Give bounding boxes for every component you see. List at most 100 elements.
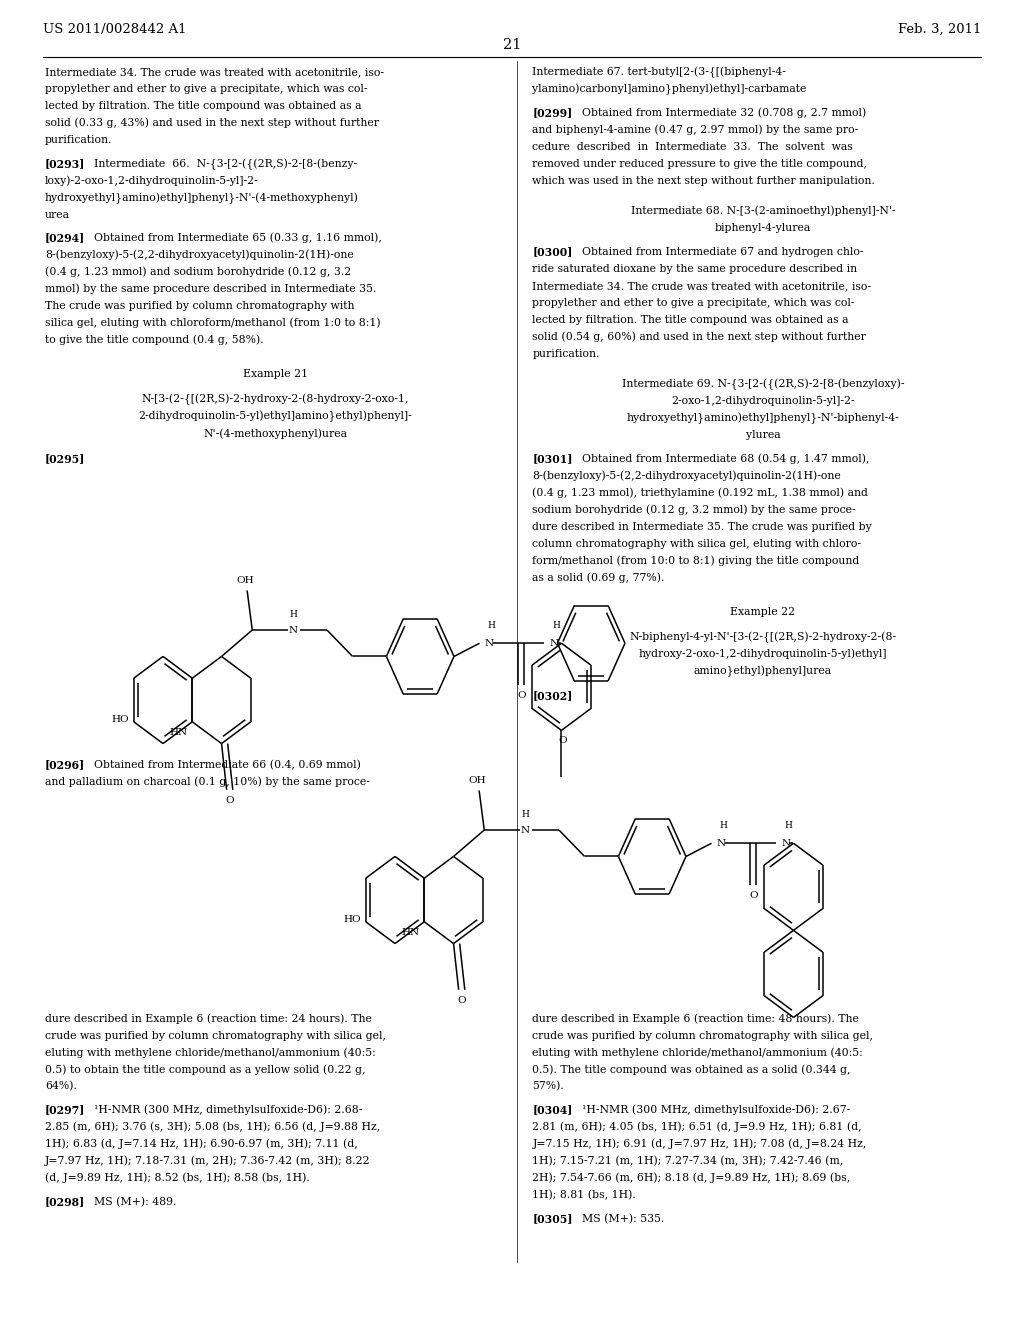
Text: [0298]: [0298]	[45, 1196, 85, 1206]
Text: 1H); 8.81 (bs, 1H).: 1H); 8.81 (bs, 1H).	[532, 1189, 636, 1200]
Text: which was used in the next step without further manipulation.: which was used in the next step without …	[532, 176, 876, 186]
Text: [0294]: [0294]	[45, 232, 85, 243]
Text: Obtained from Intermediate 65 (0.33 g, 1.16 mmol),: Obtained from Intermediate 65 (0.33 g, 1…	[94, 232, 382, 243]
Text: Obtained from Intermediate 66 (0.4, 0.69 mmol): Obtained from Intermediate 66 (0.4, 0.69…	[94, 760, 361, 771]
Text: Feb. 3, 2011: Feb. 3, 2011	[898, 22, 981, 36]
Text: silica gel, eluting with chloroform/methanol (from 1:0 to 8:1): silica gel, eluting with chloroform/meth…	[45, 318, 381, 329]
Text: as a solid (0.69 g, 77%).: as a solid (0.69 g, 77%).	[532, 572, 665, 582]
Text: [0301]: [0301]	[532, 453, 573, 463]
Text: cedure  described  in  Intermediate  33.  The  solvent  was: cedure described in Intermediate 33. The…	[532, 141, 853, 152]
Text: urea: urea	[45, 210, 70, 219]
Text: (d, J=9.89 Hz, 1H); 8.52 (bs, 1H); 8.58 (bs, 1H).: (d, J=9.89 Hz, 1H); 8.52 (bs, 1H); 8.58 …	[45, 1172, 310, 1183]
Text: The crude was purified by column chromatography with: The crude was purified by column chromat…	[45, 301, 354, 312]
Text: ylamino)carbonyl]amino}phenyl)ethyl]-carbamate: ylamino)carbonyl]amino}phenyl)ethyl]-car…	[532, 83, 807, 95]
Text: 0.5) to obtain the title compound as a yellow solid (0.22 g,: 0.5) to obtain the title compound as a y…	[45, 1064, 366, 1074]
Text: amino}ethyl)phenyl]urea: amino}ethyl)phenyl]urea	[694, 665, 831, 677]
Text: 57%).: 57%).	[532, 1081, 564, 1092]
Text: (0.4 g, 1.23 mmol) and sodium borohydride (0.12 g, 3.2: (0.4 g, 1.23 mmol) and sodium borohydrid…	[45, 267, 351, 277]
Text: Obtained from Intermediate 32 (0.708 g, 2.7 mmol): Obtained from Intermediate 32 (0.708 g, …	[582, 107, 866, 117]
Text: N'-(4-methoxyphenyl)urea: N'-(4-methoxyphenyl)urea	[204, 428, 347, 438]
Text: 2.85 (m, 6H); 3.76 (s, 3H); 5.08 (bs, 1H); 6.56 (d, J=9.88 Hz,: 2.85 (m, 6H); 3.76 (s, 3H); 5.08 (bs, 1H…	[45, 1122, 380, 1133]
Text: HN: HN	[169, 729, 187, 738]
Text: Example 21: Example 21	[243, 370, 308, 379]
Text: N-biphenyl-4-yl-N'-[3-(2-{[(2R,S)-2-hydroxy-2-(8-: N-biphenyl-4-yl-N'-[3-(2-{[(2R,S)-2-hydr…	[630, 631, 896, 643]
Text: to give the title compound (0.4 g, 58%).: to give the title compound (0.4 g, 58%).	[45, 335, 264, 346]
Text: HO: HO	[111, 714, 129, 723]
Text: OH: OH	[237, 576, 254, 585]
Text: J=7.15 Hz, 1H); 6.91 (d, J=7.97 Hz, 1H); 7.08 (d, J=8.24 Hz,: J=7.15 Hz, 1H); 6.91 (d, J=7.97 Hz, 1H);…	[532, 1139, 867, 1150]
Text: H: H	[487, 620, 496, 630]
Text: 2.81 (m, 6H); 4.05 (bs, 1H); 6.51 (d, J=9.9 Hz, 1H); 6.81 (d,: 2.81 (m, 6H); 4.05 (bs, 1H); 6.51 (d, J=…	[532, 1122, 862, 1133]
Text: [0295]: [0295]	[45, 453, 85, 463]
Text: 8-(benzyloxy)-5-(2,2-dihydroxyacetyl)quinolin-2(1H)-one: 8-(benzyloxy)-5-(2,2-dihydroxyacetyl)qui…	[45, 249, 354, 260]
Text: lected by filtration. The title compound was obtained as a: lected by filtration. The title compound…	[532, 315, 849, 325]
Text: Intermediate 69. N-{3-[2-({(2R,S)-2-[8-(benzyloxy)-: Intermediate 69. N-{3-[2-({(2R,S)-2-[8-(…	[622, 379, 904, 391]
Text: Intermediate 34. The crude was treated with acetonitrile, iso-: Intermediate 34. The crude was treated w…	[45, 67, 384, 78]
Text: purification.: purification.	[45, 135, 113, 145]
Text: Intermediate  66.  N-{3-[2-({(2R,S)-2-[8-(benzy-: Intermediate 66. N-{3-[2-({(2R,S)-2-[8-(…	[94, 158, 357, 169]
Text: N: N	[484, 639, 494, 648]
Text: 1H); 7.15-7.21 (m, 1H); 7.27-7.34 (m, 3H); 7.42-7.46 (m,: 1H); 7.15-7.21 (m, 1H); 7.27-7.34 (m, 3H…	[532, 1156, 844, 1166]
Text: O: O	[558, 735, 567, 744]
Text: N: N	[549, 639, 558, 648]
Text: lected by filtration. The title compound was obtained as a: lected by filtration. The title compound…	[45, 102, 361, 111]
Text: biphenyl-4-ylurea: biphenyl-4-ylurea	[715, 223, 811, 234]
Text: N-[3-(2-{[(2R,S)-2-hydroxy-2-(8-hydroxy-2-oxo-1,: N-[3-(2-{[(2R,S)-2-hydroxy-2-(8-hydroxy-…	[141, 395, 410, 405]
Text: and biphenyl-4-amine (0.47 g, 2.97 mmol) by the same pro-: and biphenyl-4-amine (0.47 g, 2.97 mmol)…	[532, 124, 859, 135]
Text: 1H); 6.83 (d, J=7.14 Hz, 1H); 6.90-6.97 (m, 3H); 7.11 (d,: 1H); 6.83 (d, J=7.14 Hz, 1H); 6.90-6.97 …	[45, 1139, 357, 1150]
Text: H: H	[784, 821, 793, 830]
Text: [0302]: [0302]	[532, 690, 572, 701]
Text: ride saturated dioxane by the same procedure described in: ride saturated dioxane by the same proce…	[532, 264, 858, 275]
Text: solid (0.54 g, 60%) and used in the next step without further: solid (0.54 g, 60%) and used in the next…	[532, 331, 866, 342]
Text: hydroxy-2-oxo-1,2-dihydroquinolin-5-yl)ethyl]: hydroxy-2-oxo-1,2-dihydroquinolin-5-yl)e…	[639, 648, 887, 659]
Text: J=7.97 Hz, 1H); 7.18-7.31 (m, 2H); 7.36-7.42 (m, 3H); 8.22: J=7.97 Hz, 1H); 7.18-7.31 (m, 2H); 7.36-…	[45, 1155, 371, 1166]
Text: crude was purified by column chromatography with silica gel,: crude was purified by column chromatogra…	[45, 1031, 386, 1040]
Text: mmol) by the same procedure described in Intermediate 35.: mmol) by the same procedure described in…	[45, 284, 377, 294]
Text: HN: HN	[401, 928, 419, 937]
Text: removed under reduced pressure to give the title compound,: removed under reduced pressure to give t…	[532, 158, 867, 169]
Text: ¹H-NMR (300 MHz, dimethylsulfoxide-D6): 2.68-: ¹H-NMR (300 MHz, dimethylsulfoxide-D6): …	[94, 1105, 362, 1115]
Text: Intermediate 68. N-[3-(2-aminoethyl)phenyl]-N'-: Intermediate 68. N-[3-(2-aminoethyl)phen…	[631, 206, 895, 216]
Text: hydroxyethyl}amino)ethyl]phenyl}-N'-biphenyl-4-: hydroxyethyl}amino)ethyl]phenyl}-N'-biph…	[627, 413, 899, 424]
Text: H: H	[720, 821, 728, 830]
Text: 2H); 7.54-7.66 (m, 6H); 8.18 (d, J=9.89 Hz, 1H); 8.69 (bs,: 2H); 7.54-7.66 (m, 6H); 8.18 (d, J=9.89 …	[532, 1172, 851, 1183]
Text: crude was purified by column chromatography with silica gel,: crude was purified by column chromatogra…	[532, 1031, 873, 1040]
Text: dure described in Example 6 (reaction time: 24 hours). The: dure described in Example 6 (reaction ti…	[45, 1014, 372, 1024]
Text: H: H	[289, 610, 297, 619]
Text: eluting with methylene chloride/methanol/ammonium (40:5:: eluting with methylene chloride/methanol…	[532, 1047, 863, 1057]
Text: Example 22: Example 22	[730, 607, 796, 616]
Text: N: N	[289, 626, 298, 635]
Text: Obtained from Intermediate 67 and hydrogen chlo-: Obtained from Intermediate 67 and hydrog…	[582, 247, 863, 257]
Text: solid (0.33 g, 43%) and used in the next step without further: solid (0.33 g, 43%) and used in the next…	[45, 117, 379, 128]
Text: propylether and ether to give a precipitate, which was col-: propylether and ether to give a precipit…	[45, 84, 368, 94]
Text: ¹H-NMR (300 MHz, dimethylsulfoxide-D6): 2.67-: ¹H-NMR (300 MHz, dimethylsulfoxide-D6): …	[582, 1105, 850, 1115]
Text: 2-oxo-1,2-dihydroquinolin-5-yl]-2-: 2-oxo-1,2-dihydroquinolin-5-yl]-2-	[671, 396, 855, 407]
Text: [0300]: [0300]	[532, 246, 572, 257]
Text: [0304]: [0304]	[532, 1105, 572, 1115]
Text: [0305]: [0305]	[532, 1213, 573, 1224]
Text: column chromatography with silica gel, eluting with chloro-: column chromatography with silica gel, e…	[532, 539, 861, 549]
Text: [0299]: [0299]	[532, 107, 572, 117]
Text: OH: OH	[468, 776, 486, 785]
Text: form/methanol (from 10:0 to 8:1) giving the title compound: form/methanol (from 10:0 to 8:1) giving …	[532, 556, 860, 566]
Text: [0297]: [0297]	[45, 1105, 85, 1115]
Text: O: O	[517, 690, 526, 700]
Text: MS (M+): 489.: MS (M+): 489.	[94, 1196, 176, 1206]
Text: 2-dihydroquinolin-5-yl)ethyl]amino}ethyl)phenyl]-: 2-dihydroquinolin-5-yl)ethyl]amino}ethyl…	[138, 411, 413, 422]
Text: H: H	[521, 810, 529, 820]
Text: N: N	[520, 825, 529, 834]
Text: ylurea: ylurea	[745, 430, 780, 441]
Text: O: O	[458, 997, 466, 1006]
Text: and palladium on charcoal (0.1 g, 10%) by the same proce-: and palladium on charcoal (0.1 g, 10%) b…	[45, 776, 370, 787]
Text: 21: 21	[503, 38, 521, 51]
Text: 64%).: 64%).	[45, 1081, 77, 1092]
Text: purification.: purification.	[532, 348, 600, 359]
Text: loxy)-2-oxo-1,2-dihydroquinolin-5-yl]-2-: loxy)-2-oxo-1,2-dihydroquinolin-5-yl]-2-	[45, 176, 259, 186]
Text: hydroxyethyl}amino)ethyl]phenyl}-N'-(4-methoxyphenyl): hydroxyethyl}amino)ethyl]phenyl}-N'-(4-m…	[45, 193, 359, 203]
Text: eluting with methylene chloride/methanol/ammonium (40:5:: eluting with methylene chloride/methanol…	[45, 1047, 376, 1057]
Text: dure described in Intermediate 35. The crude was purified by: dure described in Intermediate 35. The c…	[532, 521, 872, 532]
Text: Obtained from Intermediate 68 (0.54 g, 1.47 mmol),: Obtained from Intermediate 68 (0.54 g, 1…	[582, 453, 869, 463]
Text: MS (M+): 535.: MS (M+): 535.	[582, 1213, 664, 1224]
Text: N: N	[717, 838, 726, 847]
Text: HO: HO	[343, 915, 360, 924]
